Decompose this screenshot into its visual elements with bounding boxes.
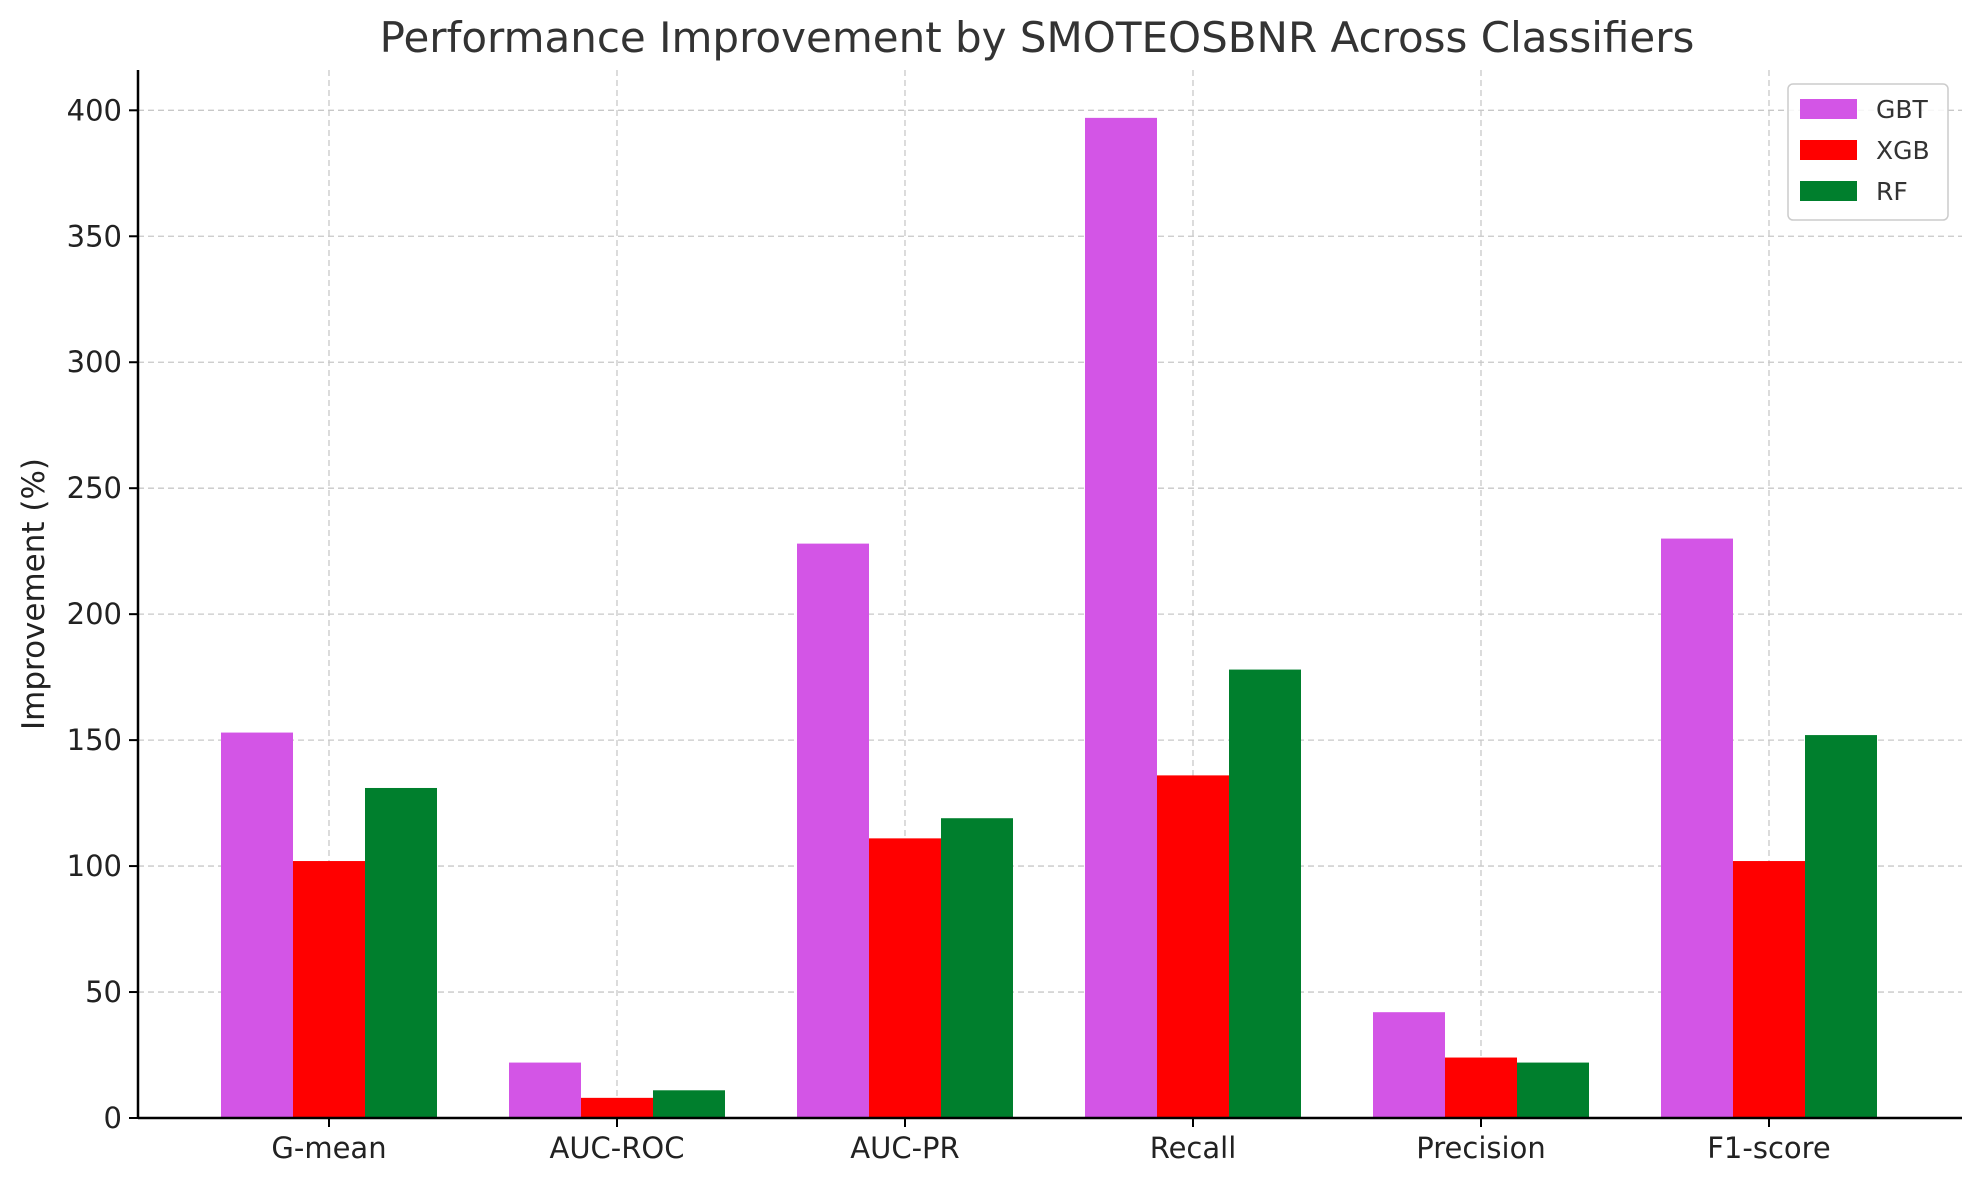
bar-xgb-auc-pr — [869, 838, 941, 1118]
bar-xgb-f1-score — [1733, 861, 1805, 1118]
bar-rf-f1-score — [1805, 735, 1877, 1118]
bar-gbt-auc-pr — [797, 543, 869, 1118]
legend-label-xgb: XGB — [1876, 136, 1930, 165]
bar-rf-g-mean — [365, 787, 437, 1118]
legend-label-rf: RF — [1876, 177, 1908, 206]
x-tick-label: Recall — [1150, 1131, 1237, 1165]
y-tick-label: 150 — [67, 723, 122, 757]
y-tick-label: 350 — [67, 219, 122, 253]
legend-swatch-xgb — [1800, 140, 1857, 160]
bar-rf-auc-pr — [941, 818, 1013, 1118]
bar-rf-precision — [1517, 1062, 1589, 1118]
bars — [221, 117, 1877, 1119]
bar-xgb-auc-roc — [581, 1097, 653, 1118]
legend-label-gbt: GBT — [1876, 95, 1929, 124]
bar-gbt-precision — [1373, 1012, 1445, 1118]
bar-rf-auc-roc — [653, 1090, 725, 1118]
y-tick-label: 300 — [67, 345, 122, 379]
y-tick-label: 400 — [67, 93, 122, 127]
y-tick-label: 250 — [67, 471, 122, 505]
bar-gbt-f1-score — [1661, 538, 1733, 1118]
y-axis-label: Improvement (%) — [16, 458, 52, 730]
legend-swatch-gbt — [1800, 99, 1857, 119]
legend-swatch-rf — [1800, 181, 1857, 201]
x-tick-label: G-mean — [271, 1131, 386, 1165]
bar-gbt-recall — [1085, 117, 1157, 1119]
bar-xgb-precision — [1445, 1057, 1517, 1118]
x-tick-label: F1-score — [1707, 1131, 1831, 1165]
y-tick-label: 50 — [85, 975, 122, 1009]
bar-gbt-auc-roc — [509, 1062, 581, 1118]
legend: GBT XGB RF — [1787, 83, 1949, 221]
bar-rf-recall — [1229, 669, 1301, 1118]
bar-gbt-g-mean — [221, 732, 293, 1118]
bar-xgb-recall — [1157, 775, 1229, 1118]
y-tick-label: 200 — [67, 597, 122, 631]
axes — [129, 70, 1962, 1127]
chart-title: Performance Improvement by SMOTEOSBNR Ac… — [380, 13, 1695, 62]
tick-labels: 0 50 100 150 200 250 300 350 400 G-mean AUC-ROC AUC… — [67, 93, 1831, 1165]
y-tick-label: 100 — [67, 849, 122, 883]
x-tick-label: AUC-PR — [850, 1131, 959, 1165]
y-tick-label: 0 — [104, 1101, 122, 1135]
x-tick-label: Precision — [1416, 1131, 1545, 1165]
x-tick-label: AUC-ROC — [549, 1131, 684, 1165]
bar-xgb-g-mean — [293, 861, 365, 1118]
